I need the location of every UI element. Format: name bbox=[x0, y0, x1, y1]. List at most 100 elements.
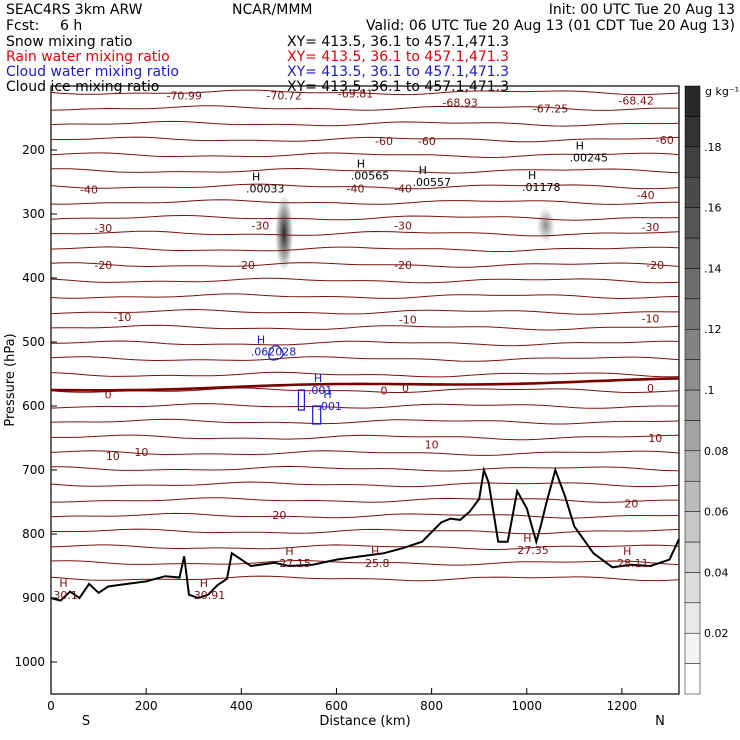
init-time: Init: 00 UTC Tue 20 Aug 13 bbox=[549, 2, 735, 18]
y-tick-label: 300 bbox=[22, 207, 45, 221]
colorbar-swatch bbox=[684, 632, 701, 664]
contour-label: -70.99 bbox=[166, 90, 201, 103]
colorbar-tick-label: .12 bbox=[704, 323, 722, 336]
contour-labels: -70.99 -70.72 -69.81 -68.93 -67.25 -68.42 -60 -… bbox=[53, 88, 673, 602]
y-tick-label: 700 bbox=[22, 463, 45, 477]
temperature-contour-line bbox=[51, 230, 680, 237]
high-marker: H bbox=[419, 164, 427, 177]
temperature-contour-line bbox=[50, 214, 680, 221]
field-name: Cloud water mixing ratio bbox=[6, 64, 179, 80]
temperature-contour-line bbox=[50, 371, 680, 378]
snow-mixing-ratio-column bbox=[536, 207, 555, 243]
contour-label: -20 bbox=[94, 259, 112, 272]
contour-label: -68.42 bbox=[618, 95, 653, 108]
temperature-contour-line bbox=[51, 434, 680, 441]
contour-label: -40 bbox=[637, 189, 655, 202]
temperature-contour-line bbox=[50, 105, 679, 111]
snow-mixing-ratio-shading bbox=[275, 194, 555, 272]
temperature-contour-line bbox=[50, 308, 679, 315]
colorbar-tick-label: .18 bbox=[704, 141, 722, 154]
high-marker: H bbox=[357, 158, 365, 171]
colorbar-tick-label: .1 bbox=[704, 384, 715, 397]
y-tick-label: 600 bbox=[22, 399, 45, 413]
y-tick-label: 200 bbox=[22, 143, 45, 157]
x-axis: 0 200 400 600 800 1000 1200 bbox=[47, 688, 637, 713]
high-marker: H bbox=[371, 545, 379, 558]
colorbar-tick-label: 0.06 bbox=[704, 506, 729, 519]
temperature-contour-line bbox=[50, 277, 680, 284]
contour-label: 10 bbox=[648, 432, 662, 445]
temperature-contour-line bbox=[51, 465, 680, 472]
cloud-water-contours bbox=[268, 345, 322, 425]
temperature-contour-line bbox=[50, 167, 680, 174]
forecast-label: Fcst: bbox=[6, 18, 39, 34]
contour-label: 0 bbox=[105, 388, 112, 401]
y-tick-label: 900 bbox=[22, 591, 45, 605]
high-value-label: .00557 bbox=[413, 176, 452, 189]
temperature-contour-line bbox=[50, 481, 680, 488]
cloud-water-contour bbox=[312, 405, 322, 425]
contour-label: 20 bbox=[624, 497, 638, 510]
contour-label: -30 bbox=[94, 222, 112, 235]
colorbar-swatch bbox=[684, 420, 701, 452]
x-tick-label: 600 bbox=[325, 699, 348, 713]
temperature-contour-line bbox=[50, 356, 680, 362]
contour-label: -40 bbox=[80, 184, 98, 197]
colorbar-swatch bbox=[684, 298, 701, 330]
temperature-contour-line bbox=[50, 544, 680, 550]
temperature-contour-line bbox=[50, 340, 680, 347]
colorbar-tick-label: .16 bbox=[704, 202, 722, 215]
high-value-label: .00565 bbox=[351, 170, 390, 183]
x-tick-label: 0 bbox=[47, 699, 55, 713]
high-value-label: .01178 bbox=[522, 181, 561, 194]
contour-label: -69.81 bbox=[338, 88, 373, 101]
x-tick-label: 400 bbox=[230, 699, 253, 713]
field-name: Cloud ice mixing ratio bbox=[6, 79, 159, 95]
contour-label: -10 bbox=[399, 314, 417, 327]
contour-label: -70.72 bbox=[266, 90, 301, 103]
colorbar-tick-label: 0.04 bbox=[704, 566, 729, 579]
contour-label: -60 bbox=[656, 134, 674, 147]
colorbar-tick-label: 0.08 bbox=[704, 445, 729, 458]
colorbar-swatch bbox=[684, 480, 701, 512]
temperature-contour-line bbox=[50, 152, 680, 159]
y-axis: 200 300 400 500 600 700 800 900 1000 bbox=[14, 143, 57, 669]
temperature-contour-line bbox=[50, 120, 680, 127]
contour-label: -30 bbox=[251, 220, 269, 233]
colorbar-swatch bbox=[684, 511, 701, 543]
contour-label: 0 bbox=[647, 382, 654, 395]
contour-label: -20 bbox=[394, 259, 412, 272]
high-value-label: .001 bbox=[308, 384, 333, 397]
colorbar-swatch bbox=[684, 541, 701, 573]
colorbar-swatch bbox=[684, 450, 701, 482]
field-legend: Snow mixing ratio XY= 413.5, 36.1 to 457.… bbox=[6, 34, 509, 95]
y-tick-label: 500 bbox=[22, 335, 45, 349]
high-marker: H bbox=[59, 577, 67, 590]
contour-label: -30 bbox=[641, 221, 659, 234]
temperature-contour-line bbox=[50, 262, 680, 268]
field-xy: XY= 413.5, 36.1 to 457.1,471.3 bbox=[287, 64, 509, 80]
high-marker: H bbox=[257, 334, 265, 347]
contour-label: -30 bbox=[394, 220, 412, 233]
model-title: SEAC4RS 3km ARW bbox=[6, 2, 143, 18]
colorbar-swatch bbox=[684, 146, 701, 178]
temperature-contour-line bbox=[51, 528, 680, 535]
temperature-contour-line bbox=[50, 512, 680, 519]
field-xy: XY= 413.5, 36.1 to 457.1,471.3 bbox=[287, 79, 509, 95]
contour-label: 0 bbox=[402, 382, 409, 395]
temperature-contour-line bbox=[50, 246, 680, 253]
high-marker: H bbox=[314, 372, 322, 385]
high-marker: H bbox=[285, 545, 293, 558]
temperature-contour-line bbox=[50, 89, 680, 96]
y-axis-label: Pressure (hPa) bbox=[3, 333, 18, 426]
x-tick-label: 1200 bbox=[607, 699, 638, 713]
temperature-contour-line bbox=[50, 559, 680, 566]
temperature-contour-line bbox=[50, 183, 680, 190]
contour-label: -20 bbox=[646, 259, 664, 272]
high-value-label: 27.15 bbox=[279, 557, 311, 570]
high-marker: H bbox=[623, 545, 631, 558]
colorbar-swatch bbox=[684, 207, 701, 239]
cloud-water-contour bbox=[297, 389, 305, 411]
contour-label: -40 bbox=[394, 182, 412, 195]
